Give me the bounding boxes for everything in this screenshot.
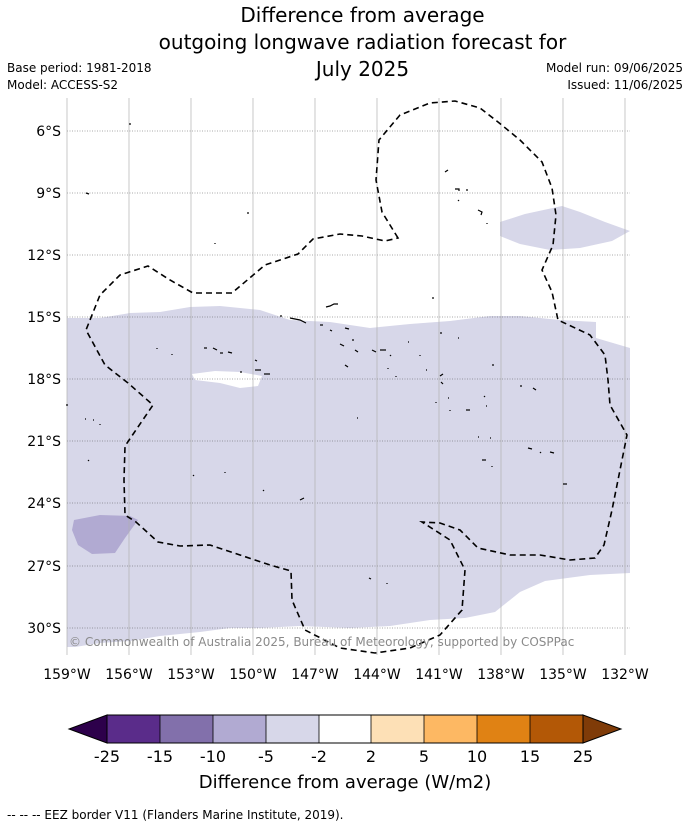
lon-label: 135°W <box>539 667 587 683</box>
footer-note: -- -- -- EEZ border V11 (Flanders Marine… <box>7 808 344 822</box>
map-title: Difference from average outgoing longwav… <box>0 2 690 83</box>
colorbar-label: 25 <box>573 747 593 766</box>
lon-label: 132°W <box>601 667 649 683</box>
meta-right: Model run: 09/06/2025 Issued: 11/06/2025 <box>546 60 683 94</box>
anomaly-region-southwest <box>72 515 138 554</box>
colorbar-label: -2 <box>311 747 327 766</box>
lon-tick-labels: 159°W 156°W 153°W 150°W 147°W 144°W 141°W 138°W… <box>43 667 649 683</box>
colorbar-label: -10 <box>200 747 226 766</box>
title-line-1: Difference from average <box>240 3 485 27</box>
lat-label: 30°S <box>27 621 61 637</box>
colorbar-label: -15 <box>147 747 173 766</box>
colorbar-bin-neg5 <box>266 715 319 743</box>
lat-label: 9°S <box>36 186 61 202</box>
colorbar-bin-neutral <box>319 715 371 743</box>
colorbar-bin-pos15 <box>530 715 583 743</box>
colorbar-under-arrow <box>67 714 108 744</box>
base-period-text: Base period: 1981-2018 <box>7 61 152 75</box>
meta-left: Base period: 1981-2018 Model: ACCESS-S2 <box>7 60 152 94</box>
copyright-text: © Commonwealth of Australia 2025, Bureau… <box>69 635 574 649</box>
eez-border <box>85 100 628 654</box>
anomaly-region-main <box>67 306 630 647</box>
colorbar-title: Difference from average (W/m2) <box>199 772 491 793</box>
lon-label: 156°W <box>105 667 153 683</box>
lon-label: 138°W <box>477 667 525 683</box>
gridlines <box>66 98 630 655</box>
colorbar-label: -25 <box>94 747 120 766</box>
lon-label: 144°W <box>353 667 401 683</box>
colorbar-label: -5 <box>258 747 274 766</box>
lat-label: 6°S <box>36 124 61 140</box>
colorbar-label: 15 <box>520 747 540 766</box>
colorbar-bin-neg15 <box>160 715 213 743</box>
lat-label: 27°S <box>27 559 61 575</box>
colorbar-separators <box>159 715 531 743</box>
colorbar-bin-neg10 <box>213 715 266 743</box>
colorbar-label: 2 <box>366 747 376 766</box>
lat-tick-labels: 6°S 9°S 12°S 15°S 18°S 21°S 24°S 27°S 30°S <box>27 124 61 637</box>
colorbar-bin-pos10 <box>477 715 530 743</box>
lon-label: 153°W <box>167 667 215 683</box>
anomaly-region-northeast <box>500 206 630 250</box>
lat-label: 24°S <box>27 496 61 512</box>
lat-label: 18°S <box>27 372 61 388</box>
colorbar-bin-pos5 <box>424 715 477 743</box>
colorbar-bin-pos2 <box>371 715 424 743</box>
lon-label: 141°W <box>415 667 463 683</box>
colorbar-frame <box>106 714 584 744</box>
colorbar-bin-neg25 <box>107 715 160 743</box>
title-line-2: outgoing longwave radiation forecast for <box>158 30 567 54</box>
lon-label: 159°W <box>43 667 91 683</box>
colorbar-label: 10 <box>467 747 487 766</box>
lat-label: 15°S <box>27 310 61 326</box>
title-line-3: July 2025 <box>315 57 410 81</box>
anomaly-gap <box>192 371 262 388</box>
colorbar-labels: -25 -15 -10 -5 -2 2 5 10 15 25 <box>94 747 593 766</box>
model-run-text: Model run: 09/06/2025 <box>545 61 683 75</box>
issued-text: Issued: 11/06/2025 <box>567 78 683 92</box>
lat-label: 21°S <box>27 434 61 450</box>
colorbar-over-arrow <box>582 714 623 744</box>
lon-label: 147°W <box>291 667 339 683</box>
lon-label: 150°W <box>229 667 277 683</box>
islands <box>66 123 567 584</box>
model-text: Model: ACCESS-S2 <box>7 78 119 92</box>
colorbar: -25 -15 -10 -5 -2 2 5 10 15 25 Difference from av… <box>67 714 623 793</box>
map-panel: © Commonwealth of Australia 2025, Bureau… <box>66 98 630 655</box>
colorbar-label: 5 <box>419 747 429 766</box>
lat-label: 12°S <box>27 248 61 264</box>
